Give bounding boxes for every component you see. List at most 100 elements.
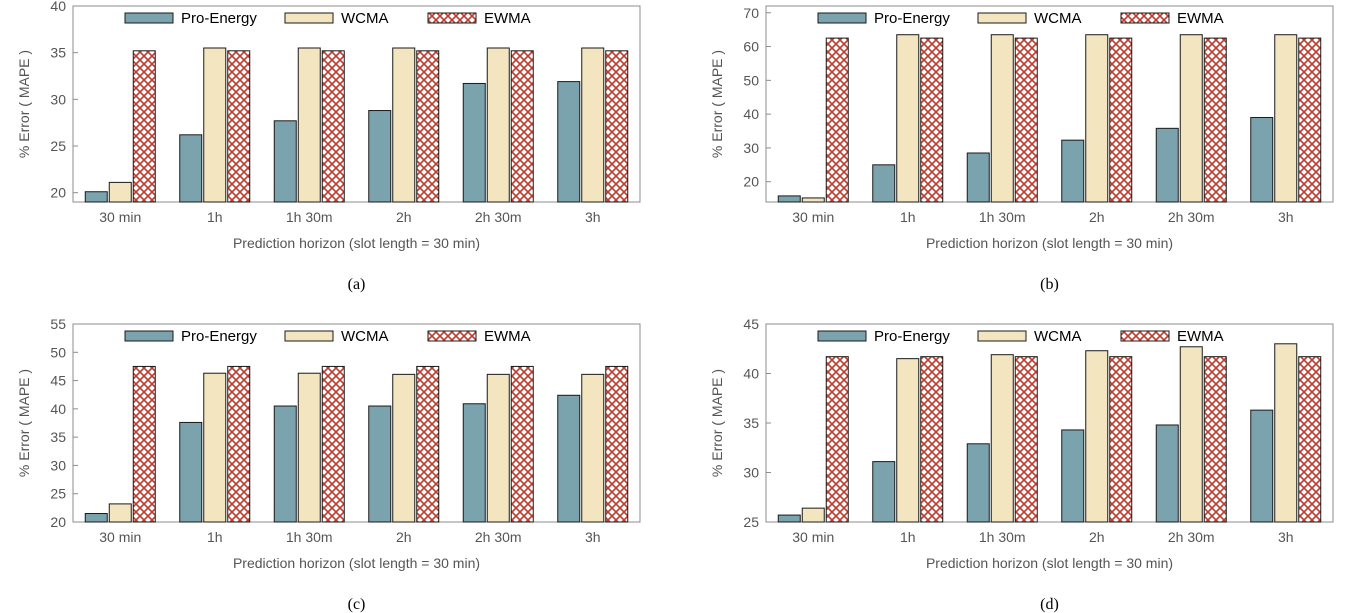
panel-caption: (a) (348, 276, 366, 293)
y-tick-label: 20 (50, 185, 66, 201)
x-tick-label: 30 min (99, 529, 141, 545)
plot-frame (765, 323, 1334, 523)
legend-swatch (1120, 12, 1170, 24)
x-tick-label: 30 min (792, 529, 834, 545)
bar-wcma (1179, 34, 1203, 203)
bar-wcma (203, 47, 227, 203)
legend-label: EWMA (1177, 10, 1224, 27)
x-tick-label: 1h 30m (979, 529, 1026, 545)
legend-label: EWMA (484, 10, 531, 27)
bar-ewma (825, 37, 849, 203)
x-tick-label: 1h (900, 529, 916, 545)
bar-pro-energy (462, 82, 486, 203)
legend-swatch (427, 330, 477, 342)
bar-wcma (1274, 343, 1298, 523)
bar-wcma (392, 373, 416, 523)
chart-panel-2: 20 30 40 50 60 70 % Error ( MAPE ) 30 min 1h 1h 3… (709, 5, 1334, 293)
bar-pro-energy (179, 421, 203, 523)
legend-swatch (977, 12, 1027, 24)
bar-wcma (990, 354, 1014, 523)
y-axis-label: % Error ( MAPE ) (709, 369, 725, 477)
bar-wcma (108, 181, 132, 203)
y-tick-label: 35 (50, 429, 66, 445)
legend-label: EWMA (484, 328, 531, 345)
bar-pro-energy (84, 191, 108, 203)
bar-pro-energy (1061, 139, 1085, 203)
y-tick-label: 20 (743, 174, 759, 190)
bar-ewma (920, 356, 944, 523)
legend-swatch (284, 12, 334, 24)
x-tick-label: 1h (207, 529, 223, 545)
y-tick-label: 35 (743, 415, 759, 431)
x-tick-label: 1h 30m (979, 209, 1026, 225)
legend: Pro-Energy WCMA EWMA (817, 10, 1224, 27)
chart-panel-1: 20 25 30 35 40 % Error ( MAPE ) 30 min 1h 1h 30m… (16, 0, 641, 293)
chart-panel-3: 20 25 30 35 40 45 50 55 % Error ( MAPE ) 30 min 1h… (16, 316, 641, 613)
bar-ewma (416, 365, 440, 523)
y-axis-label: % Error ( MAPE ) (16, 369, 32, 477)
y-axis-label: % Error ( MAPE ) (709, 50, 725, 158)
legend-label: Pro-Energy (874, 10, 950, 27)
bar-wcma (1274, 34, 1298, 203)
x-tick-label: 1h 30m (286, 529, 333, 545)
y-tick-label: 55 (50, 316, 66, 332)
bar-pro-energy (273, 405, 297, 523)
y-axis-label: % Error ( MAPE ) (16, 50, 32, 158)
bar-wcma (1085, 350, 1109, 523)
bar-ewma (227, 50, 251, 203)
bar-pro-energy (1155, 127, 1179, 203)
bar-pro-energy (966, 443, 990, 523)
panel-caption: (b) (1040, 276, 1059, 293)
bar-pro-energy (179, 134, 203, 203)
bar-pro-energy (84, 513, 108, 523)
legend: Pro-Energy WCMA EWMA (124, 328, 531, 345)
bar-wcma (1179, 346, 1203, 523)
y-tick-label: 25 (743, 514, 759, 530)
x-tick-label: 1h (900, 209, 916, 225)
bar-pro-energy (1061, 429, 1085, 523)
x-tick-label: 3h (585, 529, 601, 545)
y-tick-label: 40 (50, 0, 66, 14)
bar-wcma (108, 503, 132, 523)
x-tick-label: 1h (207, 209, 223, 225)
x-tick-label: 2h (1089, 209, 1105, 225)
y-tick-label: 30 (50, 457, 66, 473)
bar-ewma (1109, 37, 1133, 203)
y-tick-label: 20 (50, 514, 66, 530)
bar-pro-energy (462, 403, 486, 523)
x-tick-label: 2h 30m (1168, 529, 1215, 545)
legend-swatch (977, 330, 1027, 342)
bar-ewma (1203, 37, 1227, 203)
bar-ewma (825, 356, 849, 523)
bar-wcma (896, 34, 920, 203)
y-tick-label: 30 (743, 140, 759, 156)
x-axis-label: Prediction horizon (slot length = 30 min… (233, 235, 480, 251)
legend-label: EWMA (1177, 328, 1224, 345)
bar-wcma (297, 47, 321, 203)
bar-ewma (1109, 356, 1133, 523)
y-tick-label: 25 (50, 486, 66, 502)
bar-ewma (1203, 356, 1227, 523)
y-tick-label: 60 (743, 39, 759, 55)
y-tick-label: 30 (743, 465, 759, 481)
bar-wcma (801, 197, 825, 203)
bar-ewma (416, 50, 440, 203)
bar-ewma (510, 50, 534, 203)
bar-pro-energy (1250, 409, 1274, 523)
bar-wcma (486, 47, 510, 203)
bar-pro-energy (557, 394, 581, 523)
bar-pro-energy (273, 120, 297, 203)
x-axis-label: Prediction horizon (slot length = 30 min… (926, 555, 1173, 571)
x-tick-label: 30 min (99, 209, 141, 225)
legend: Pro-Energy WCMA EWMA (817, 328, 1224, 345)
y-tick-label: 45 (743, 316, 759, 332)
legend-swatch (817, 12, 867, 24)
bar-wcma (392, 47, 416, 203)
bar-pro-energy (777, 514, 801, 523)
bar-wcma (581, 373, 605, 523)
bar-ewma (605, 50, 629, 203)
bar-wcma (990, 34, 1014, 203)
x-tick-label: 2h 30m (475, 209, 522, 225)
legend-label: Pro-Energy (181, 328, 257, 345)
x-tick-label: 3h (585, 209, 601, 225)
